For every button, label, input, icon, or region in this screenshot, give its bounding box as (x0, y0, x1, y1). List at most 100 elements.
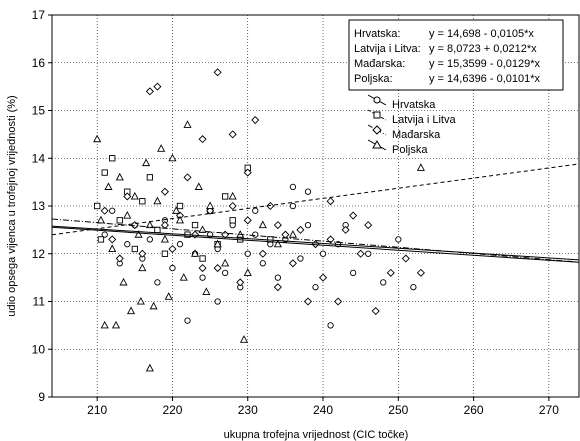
data-point-ma-arska (258, 249, 267, 258)
data-point-poljska (145, 220, 154, 229)
data-point-ma-arska (251, 116, 260, 125)
regression-line-ma-arska (51, 218, 580, 263)
legend: Hrvatska Latvija i Litva Mađarska Poljsk… (367, 94, 456, 156)
data-point-hrvatska (274, 274, 282, 281)
eq-name-latvija: Latvija i Litva: (354, 43, 421, 55)
data-point-ma-arska (213, 68, 222, 77)
eq-formula-madarska: y = 15,3599 - 0,0129*x (429, 58, 540, 70)
data-point-poljska (138, 263, 147, 272)
data-point-hrvatska (259, 260, 266, 267)
regression-line-poljska (51, 225, 580, 261)
data-point-poljska (183, 120, 192, 128)
data-point-hrvatska (410, 284, 417, 291)
data-point-poljska (190, 249, 200, 257)
y-tick-label: 15 (32, 104, 46, 118)
data-point-poljska (258, 220, 267, 229)
data-point-ma-arska (303, 297, 313, 306)
data-point-ma-arska (115, 254, 124, 263)
data-point-ma-arska (108, 235, 117, 244)
data-point-latvija-i-litva (222, 193, 229, 200)
legend-label-latvija: Latvija i Litva (392, 114, 456, 126)
data-point-ma-arska (198, 264, 207, 273)
y-tick-label: 16 (32, 56, 46, 70)
legend-item-hrvatska: Hrvatska (367, 94, 436, 111)
y-tick-label: 14 (32, 151, 46, 165)
data-point-hrvatska (124, 241, 131, 248)
data-point-poljska (202, 287, 211, 295)
data-point-poljska (153, 196, 162, 205)
data-point-ma-arska (243, 168, 252, 177)
data-point-poljska (239, 335, 249, 343)
data-point-poljska (164, 292, 173, 300)
data-point-ma-arska (273, 221, 282, 230)
eq-formula-poljska: y = 14,6396 - 0,0101*x (429, 73, 540, 85)
data-point-hrvatska (184, 317, 191, 324)
equations-box-frame (348, 19, 564, 91)
data-point-ma-arska (356, 249, 365, 258)
data-point-poljska (100, 320, 109, 329)
data-point-poljska (96, 215, 105, 224)
data-point-poljska (213, 239, 222, 248)
x-tick-label: 250 (388, 403, 408, 417)
data-point-poljska (175, 215, 185, 224)
data-point-latvija-i-litva (176, 202, 184, 210)
x-tick-label: 210 (87, 403, 107, 417)
data-point-ma-arska (213, 264, 222, 273)
eq-formula-latvija: y = 8,0723 + 0,0212*x (429, 43, 537, 55)
data-point-ma-arska (236, 278, 245, 287)
data-point-hrvatska (169, 264, 176, 272)
y-axis-label: udio opsega vijenca u trofejnoj vrijedno… (6, 95, 18, 316)
data-point-poljska (115, 172, 124, 181)
data-point-poljska (160, 234, 169, 243)
data-point-ma-arska (160, 221, 169, 230)
data-point-hrvatska (222, 269, 229, 276)
data-point-hrvatska (109, 207, 116, 214)
data-point-poljska (273, 239, 282, 248)
legend-marker-triangle-icon (372, 139, 382, 149)
data-point-latvija-i-litva (229, 217, 236, 224)
data-point-poljska (111, 320, 121, 329)
data-point-ma-arska (364, 221, 373, 230)
data-point-hrvatska (319, 250, 327, 257)
data-point-poljska (228, 191, 237, 200)
data-point-latvija-i-litva (131, 245, 138, 253)
data-point-hrvatska (327, 322, 334, 329)
data-point-poljska (123, 210, 132, 219)
data-point-ma-arska (416, 268, 425, 277)
data-points (93, 68, 425, 372)
data-point-poljska (93, 134, 102, 143)
data-point-poljska (108, 244, 117, 253)
data-point-hrvatska (304, 221, 312, 229)
x-axis-label: ukupna trofejna vrijednost (CIC točke) (224, 429, 409, 441)
data-point-hrvatska (244, 250, 251, 257)
legend-item-madarska: Mađarska (367, 124, 441, 141)
data-point-ma-arska (198, 135, 207, 144)
data-point-poljska (221, 258, 230, 267)
legend-label-poljska: Poljska (392, 144, 428, 156)
regression-line-hrvatska (51, 226, 580, 263)
data-point-latvija-i-litva (199, 255, 206, 262)
data-point-poljska (198, 225, 207, 233)
data-point-poljska (206, 201, 215, 210)
y-tick-label: 10 (32, 342, 46, 356)
data-point-latvija-i-litva (94, 202, 101, 210)
eq-formula-hrvatska: y = 14,698 - 0,0105*x (429, 28, 534, 40)
data-point-poljska (243, 268, 252, 276)
eq-name-hrvatska: Hrvatska: (354, 28, 400, 40)
y-tick-label: 12 (32, 247, 46, 261)
data-point-ma-arska (326, 197, 335, 206)
data-point-hrvatska (312, 284, 319, 291)
data-point-poljska (194, 182, 203, 190)
data-point-poljska (172, 206, 181, 214)
x-tick-label: 230 (238, 403, 258, 417)
data-point-poljska (149, 301, 158, 310)
data-point-hrvatska (176, 241, 184, 248)
eq-name-poljska: Poljska: (354, 73, 393, 85)
data-point-poljska (136, 296, 145, 305)
data-point-latvija-i-litva (161, 250, 169, 257)
equations-box: Hrvatska: y = 14,698 - 0,0105*x Latvija … (348, 19, 564, 91)
data-point-ma-arska (288, 259, 297, 268)
data-point-poljska (142, 158, 151, 167)
legend-item-latvija: Latvija i Litva (367, 109, 456, 126)
data-point-latvija-i-litva (97, 236, 105, 243)
